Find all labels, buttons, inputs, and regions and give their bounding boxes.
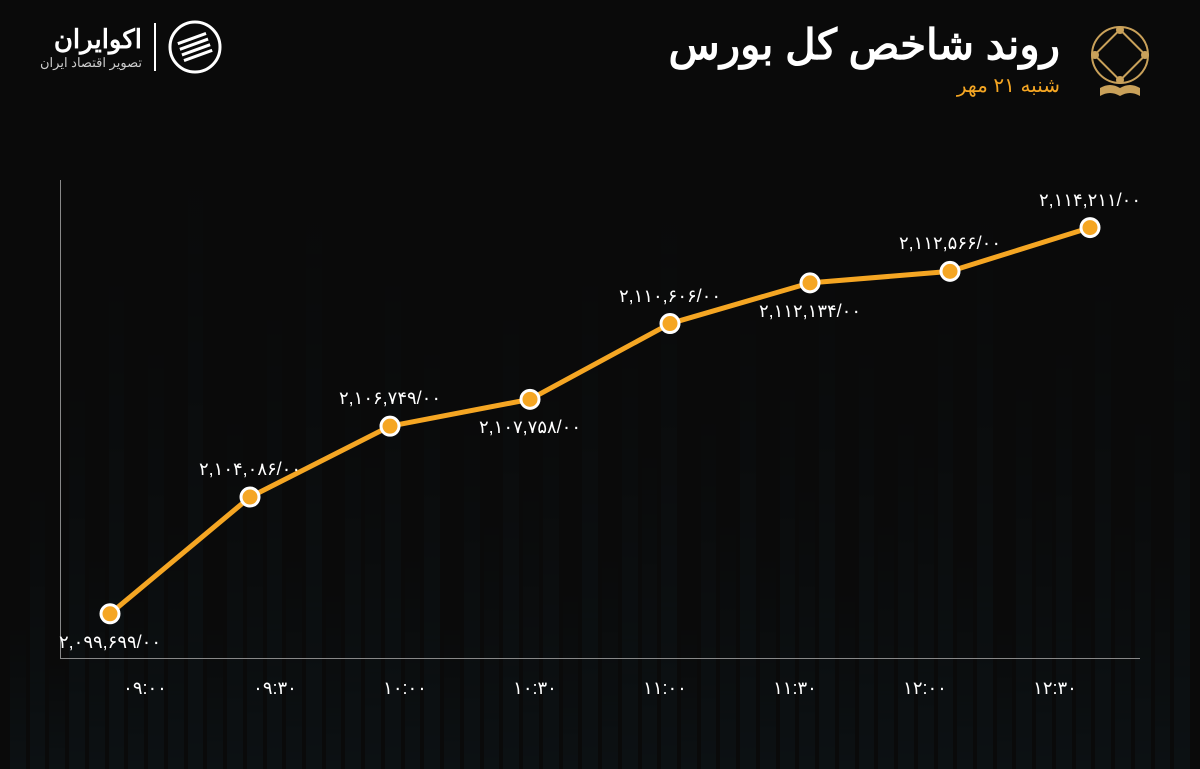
brand-tagline: تصویر اقتصاد ایران xyxy=(40,55,142,71)
x-axis-tick-label: ۱۰:۰۰ xyxy=(340,678,470,699)
data-point-label: ۲,۱۱۲,۱۳۴/۰۰ xyxy=(759,301,861,322)
data-point-label: ۲,۱۰۴,۰۸۶/۰۰ xyxy=(199,459,301,480)
x-axis-tick-label: ۰۹:۳۰ xyxy=(210,678,340,699)
page-title: روند شاخص کل بورس xyxy=(669,20,1060,69)
data-point-label: ۲,۰۹۹,۶۹۹/۰۰ xyxy=(59,632,161,653)
brand-name: اکوایران xyxy=(40,24,142,55)
data-point-label: ۲,۱۱۲,۵۶۶/۰۰ xyxy=(899,233,1001,254)
exchange-emblem-icon xyxy=(1080,20,1160,100)
data-point-label: ۲,۱۰۷,۷۵۸/۰۰ xyxy=(479,417,581,438)
x-axis-tick-label: ۱۱:۳۰ xyxy=(730,678,860,699)
data-point-label: ۲,۱۰۶,۷۴۹/۰۰ xyxy=(339,388,441,409)
chart-area: ۰۹:۰۰۰۹:۳۰۱۰:۰۰۱۰:۳۰۱۱:۰۰۱۱:۳۰۱۲:۰۰۱۲:۳۰… xyxy=(60,180,1140,709)
title-block: روند شاخص کل بورس شنبه ۲۱ مهر xyxy=(669,20,1160,100)
data-point-label: ۲,۱۱۴,۲۱۱/۰۰ xyxy=(1039,190,1141,211)
x-axis-tick-label: ۱۲:۰۰ xyxy=(860,678,990,699)
x-axis-tick-label: ۱۰:۳۰ xyxy=(470,678,600,699)
brand-logo-block: اکوایران تصویر اقتصاد ایران xyxy=(40,20,222,74)
x-axis-tick-label: ۱۲:۳۰ xyxy=(990,678,1120,699)
brand-icon xyxy=(168,20,222,74)
header: اکوایران تصویر اقتصاد ایران روند شاخص کل… xyxy=(0,20,1200,100)
x-axis-labels: ۰۹:۰۰۰۹:۳۰۱۰:۰۰۱۰:۳۰۱۱:۰۰۱۱:۳۰۱۲:۰۰۱۲:۳۰ xyxy=(60,678,1140,699)
x-axis-tick-label: ۱۱:۰۰ xyxy=(600,678,730,699)
x-axis-tick-label: ۰۹:۰۰ xyxy=(80,678,210,699)
brand-separator xyxy=(154,23,156,71)
page-date: شنبه ۲۱ مهر xyxy=(669,73,1060,98)
data-point-label: ۲,۱۱۰,۶۰۶/۰۰ xyxy=(619,286,721,307)
